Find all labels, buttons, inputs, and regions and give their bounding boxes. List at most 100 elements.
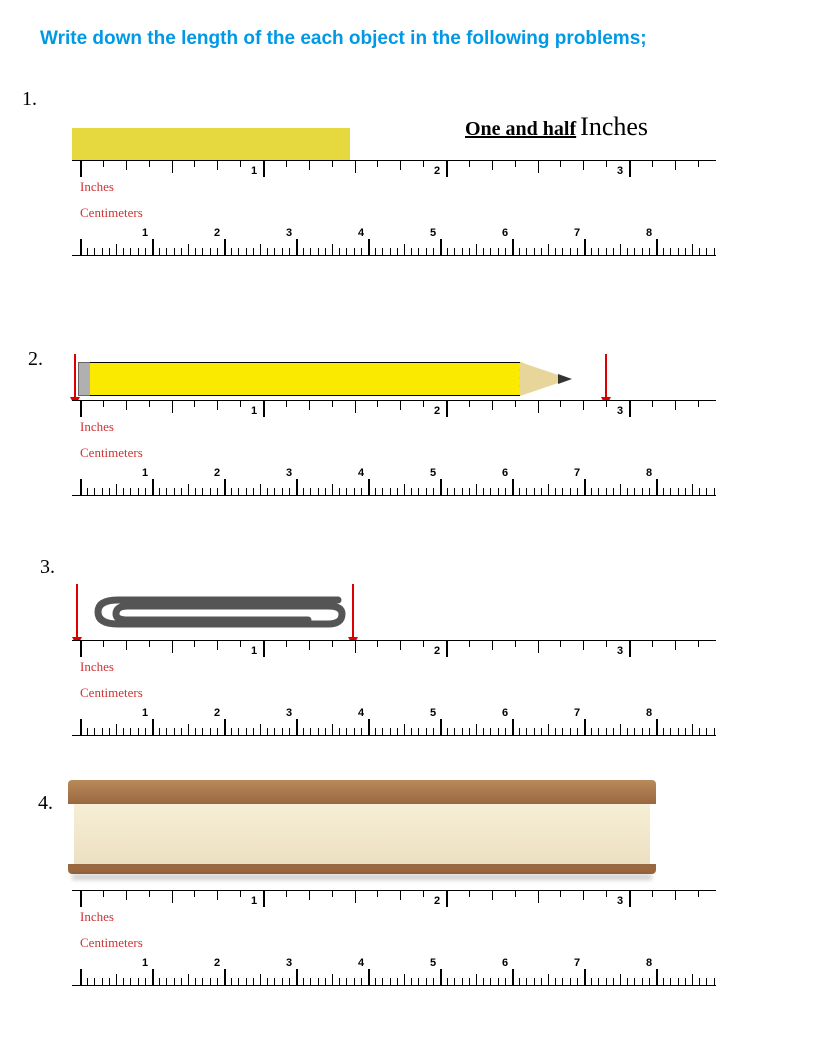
ruler-4: Inches Centimeters 12312345678 <box>72 890 716 986</box>
cm-tick <box>145 728 146 735</box>
cm-tick <box>310 488 311 495</box>
cm-tick <box>426 248 427 255</box>
cm-tick <box>433 728 434 735</box>
cm-tick <box>174 978 175 985</box>
cm-tick <box>260 484 261 495</box>
cm-tick <box>325 248 326 255</box>
cm-tick <box>303 248 304 255</box>
cm-number: 3 <box>286 467 292 479</box>
cm-tick <box>584 719 586 735</box>
inch-tick <box>423 401 424 407</box>
cm-tick <box>166 728 167 735</box>
inch-tick <box>263 161 265 177</box>
cm-tick <box>102 728 103 735</box>
cm-tick <box>462 978 463 985</box>
cm-tick <box>577 978 578 985</box>
cm-tick <box>663 488 664 495</box>
book-pages <box>74 804 650 864</box>
cm-number: 4 <box>358 467 364 479</box>
inch-tick <box>583 891 584 900</box>
cm-tick <box>224 479 226 495</box>
cm-tick <box>397 248 398 255</box>
inch-tick <box>583 401 584 410</box>
cm-tick <box>634 728 635 735</box>
cm-tick <box>483 978 484 985</box>
inch-tick <box>103 401 104 407</box>
cm-tick <box>411 248 412 255</box>
inch-tick <box>332 161 333 167</box>
cm-tick <box>411 488 412 495</box>
inch-tick <box>469 401 470 407</box>
cm-tick <box>685 728 686 735</box>
cm-tick <box>577 488 578 495</box>
cm-tick <box>332 724 333 735</box>
inch-tick <box>194 401 195 407</box>
cm-tick <box>87 728 88 735</box>
cm-tick <box>433 488 434 495</box>
inch-tick <box>400 161 401 170</box>
inch-number: 2 <box>434 895 440 907</box>
book <box>68 780 656 876</box>
cm-tick <box>591 978 592 985</box>
cm-tick <box>519 978 520 985</box>
cm-tick <box>145 488 146 495</box>
cm-tick <box>469 728 470 735</box>
cm-tick <box>109 248 110 255</box>
cm-tick <box>469 488 470 495</box>
cm-tick <box>577 728 578 735</box>
cm-tick <box>598 728 599 735</box>
inch-tick <box>103 891 104 897</box>
cm-tick <box>613 488 614 495</box>
cm-tick <box>678 728 679 735</box>
cm-tick <box>577 248 578 255</box>
cm-tick <box>267 728 268 735</box>
cm-tick <box>94 978 95 985</box>
cm-tick <box>469 248 470 255</box>
cm-tick <box>634 978 635 985</box>
cm-tick <box>152 969 154 985</box>
ruler-1-cm-label: Centimeters <box>80 205 143 221</box>
cm-tick <box>94 488 95 495</box>
cm-tick <box>87 488 88 495</box>
cm-tick <box>130 488 131 495</box>
cm-tick <box>426 488 427 495</box>
cm-tick <box>706 978 707 985</box>
cm-tick <box>404 724 405 735</box>
paperclip-icon <box>88 584 348 636</box>
cm-tick <box>526 728 527 735</box>
cm-tick <box>260 724 261 735</box>
cm-tick <box>670 978 671 985</box>
cm-tick <box>627 728 628 735</box>
inch-tick <box>377 161 378 167</box>
inch-tick <box>423 641 424 647</box>
cm-tick <box>447 978 448 985</box>
cm-tick <box>678 488 679 495</box>
cm-tick <box>418 978 419 985</box>
inch-tick <box>149 891 150 897</box>
book-shadow <box>72 874 652 880</box>
cm-tick <box>202 978 203 985</box>
inch-tick <box>172 401 173 413</box>
cm-number: 8 <box>646 707 652 719</box>
cm-tick <box>714 728 715 735</box>
cm-tick <box>289 248 290 255</box>
cm-tick <box>606 248 607 255</box>
ruler-3-cm-label: Centimeters <box>80 685 143 701</box>
cm-number: 7 <box>574 227 580 239</box>
cm-tick <box>483 728 484 735</box>
inch-tick <box>149 641 150 647</box>
cm-tick <box>584 969 586 985</box>
cm-number: 4 <box>358 227 364 239</box>
cm-tick <box>282 728 283 735</box>
cm-tick <box>505 248 506 255</box>
cm-number: 6 <box>502 467 508 479</box>
cm-tick <box>354 488 355 495</box>
inch-tick <box>515 641 516 647</box>
inch-tick <box>446 401 448 417</box>
cm-tick <box>296 969 298 985</box>
cm-tick <box>656 969 658 985</box>
cm-tick <box>397 488 398 495</box>
cm-tick <box>310 728 311 735</box>
cm-tick <box>325 488 326 495</box>
cm-tick <box>418 488 419 495</box>
